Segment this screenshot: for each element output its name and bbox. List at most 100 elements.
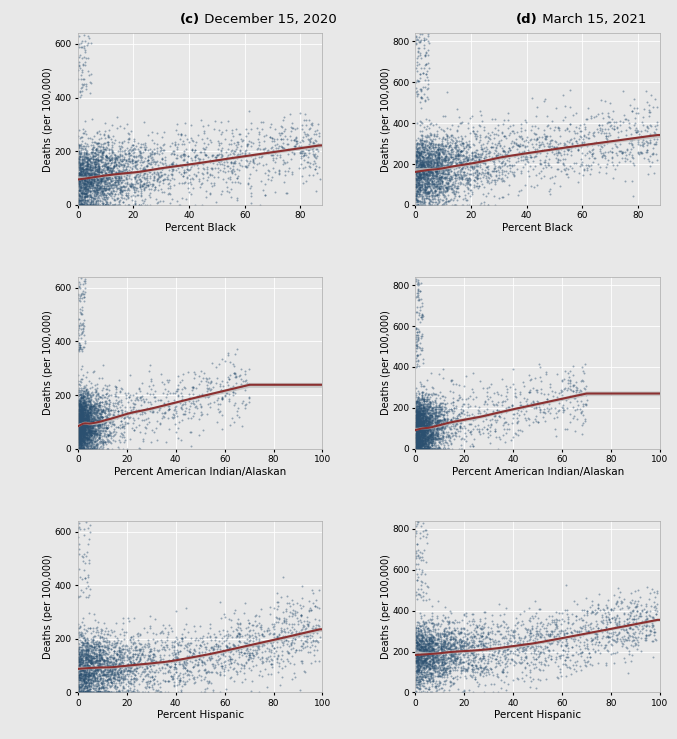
Point (472, 620, 483, 632)
Point (134, 392, 145, 404)
Point (432, 650, 443, 661)
Point (97, 430, 108, 442)
Point (86, 627, 97, 639)
Point (161, 655, 172, 667)
Point (497, 172, 508, 184)
Point (415, 149, 426, 161)
Point (440, 194, 451, 206)
Point (421, 188, 432, 200)
Point (196, 655, 207, 667)
Point (430, 655, 441, 667)
Point (414, 419, 425, 431)
Point (72, 439, 83, 451)
Point (232, 630, 242, 641)
Point (176, 387, 187, 399)
Point (410, 423, 421, 435)
Point (215, 669, 225, 681)
Point (603, 645, 614, 657)
Point (74, 428, 85, 440)
Point (139, 177, 150, 188)
Point (76, 424, 87, 436)
Point (418, 170, 429, 182)
Point (213, 639, 223, 651)
Point (78, 187, 89, 199)
Point (83, 641, 93, 653)
Point (412, 412, 422, 423)
Point (77, 406, 87, 418)
Point (243, 621, 254, 633)
Point (126, 141, 137, 153)
Point (90, 161, 101, 173)
Point (297, 655, 307, 667)
Point (425, 423, 436, 435)
Point (431, 152, 441, 164)
Point (91, 176, 102, 188)
Point (464, 637, 475, 649)
Point (416, 650, 427, 662)
Point (422, 431, 433, 443)
Point (473, 680, 483, 692)
Point (78, 199, 89, 211)
Point (483, 199, 494, 211)
Point (80, 649, 91, 661)
Point (120, 185, 131, 197)
Point (436, 641, 447, 653)
Point (478, 650, 489, 662)
Point (470, 150, 481, 162)
Point (613, 621, 624, 633)
Point (102, 161, 113, 173)
Point (97, 168, 108, 180)
Point (507, 408, 518, 420)
Point (277, 607, 288, 619)
Point (597, 137, 608, 149)
Point (415, 83, 426, 95)
Point (612, 646, 623, 658)
Point (79, 687, 90, 698)
Point (422, 427, 433, 439)
Point (304, 147, 315, 159)
Point (612, 630, 623, 641)
Point (244, 147, 255, 159)
Point (77, 416, 88, 428)
Point (74, 162, 85, 174)
Point (422, 631, 433, 643)
Point (426, 629, 437, 641)
Point (91, 687, 102, 698)
Point (88, 177, 99, 188)
Point (72, 409, 83, 420)
Point (428, 639, 439, 651)
Point (616, 596, 627, 607)
Point (415, 420, 426, 432)
Point (282, 133, 292, 145)
Point (87, 424, 97, 436)
Point (194, 642, 204, 654)
Point (75, 627, 86, 638)
Point (471, 650, 481, 662)
Point (427, 630, 437, 641)
Point (479, 661, 490, 673)
Point (95, 440, 106, 452)
Point (461, 194, 472, 206)
Point (412, 179, 423, 191)
Point (417, 426, 428, 438)
Point (444, 123, 455, 134)
Point (74, 61, 85, 72)
Point (236, 662, 246, 674)
Point (140, 163, 151, 175)
Point (76, 409, 87, 421)
Point (424, 649, 435, 661)
Point (121, 193, 132, 205)
Point (89, 181, 100, 193)
Point (420, 655, 431, 667)
Point (97, 174, 108, 185)
Point (591, 631, 602, 643)
Point (428, 641, 439, 653)
Point (425, 669, 436, 681)
Point (572, 389, 583, 401)
Point (418, 407, 429, 419)
Point (88, 183, 99, 194)
Point (274, 613, 285, 624)
Point (94, 670, 105, 682)
Point (87, 420, 97, 432)
Point (98, 170, 109, 182)
